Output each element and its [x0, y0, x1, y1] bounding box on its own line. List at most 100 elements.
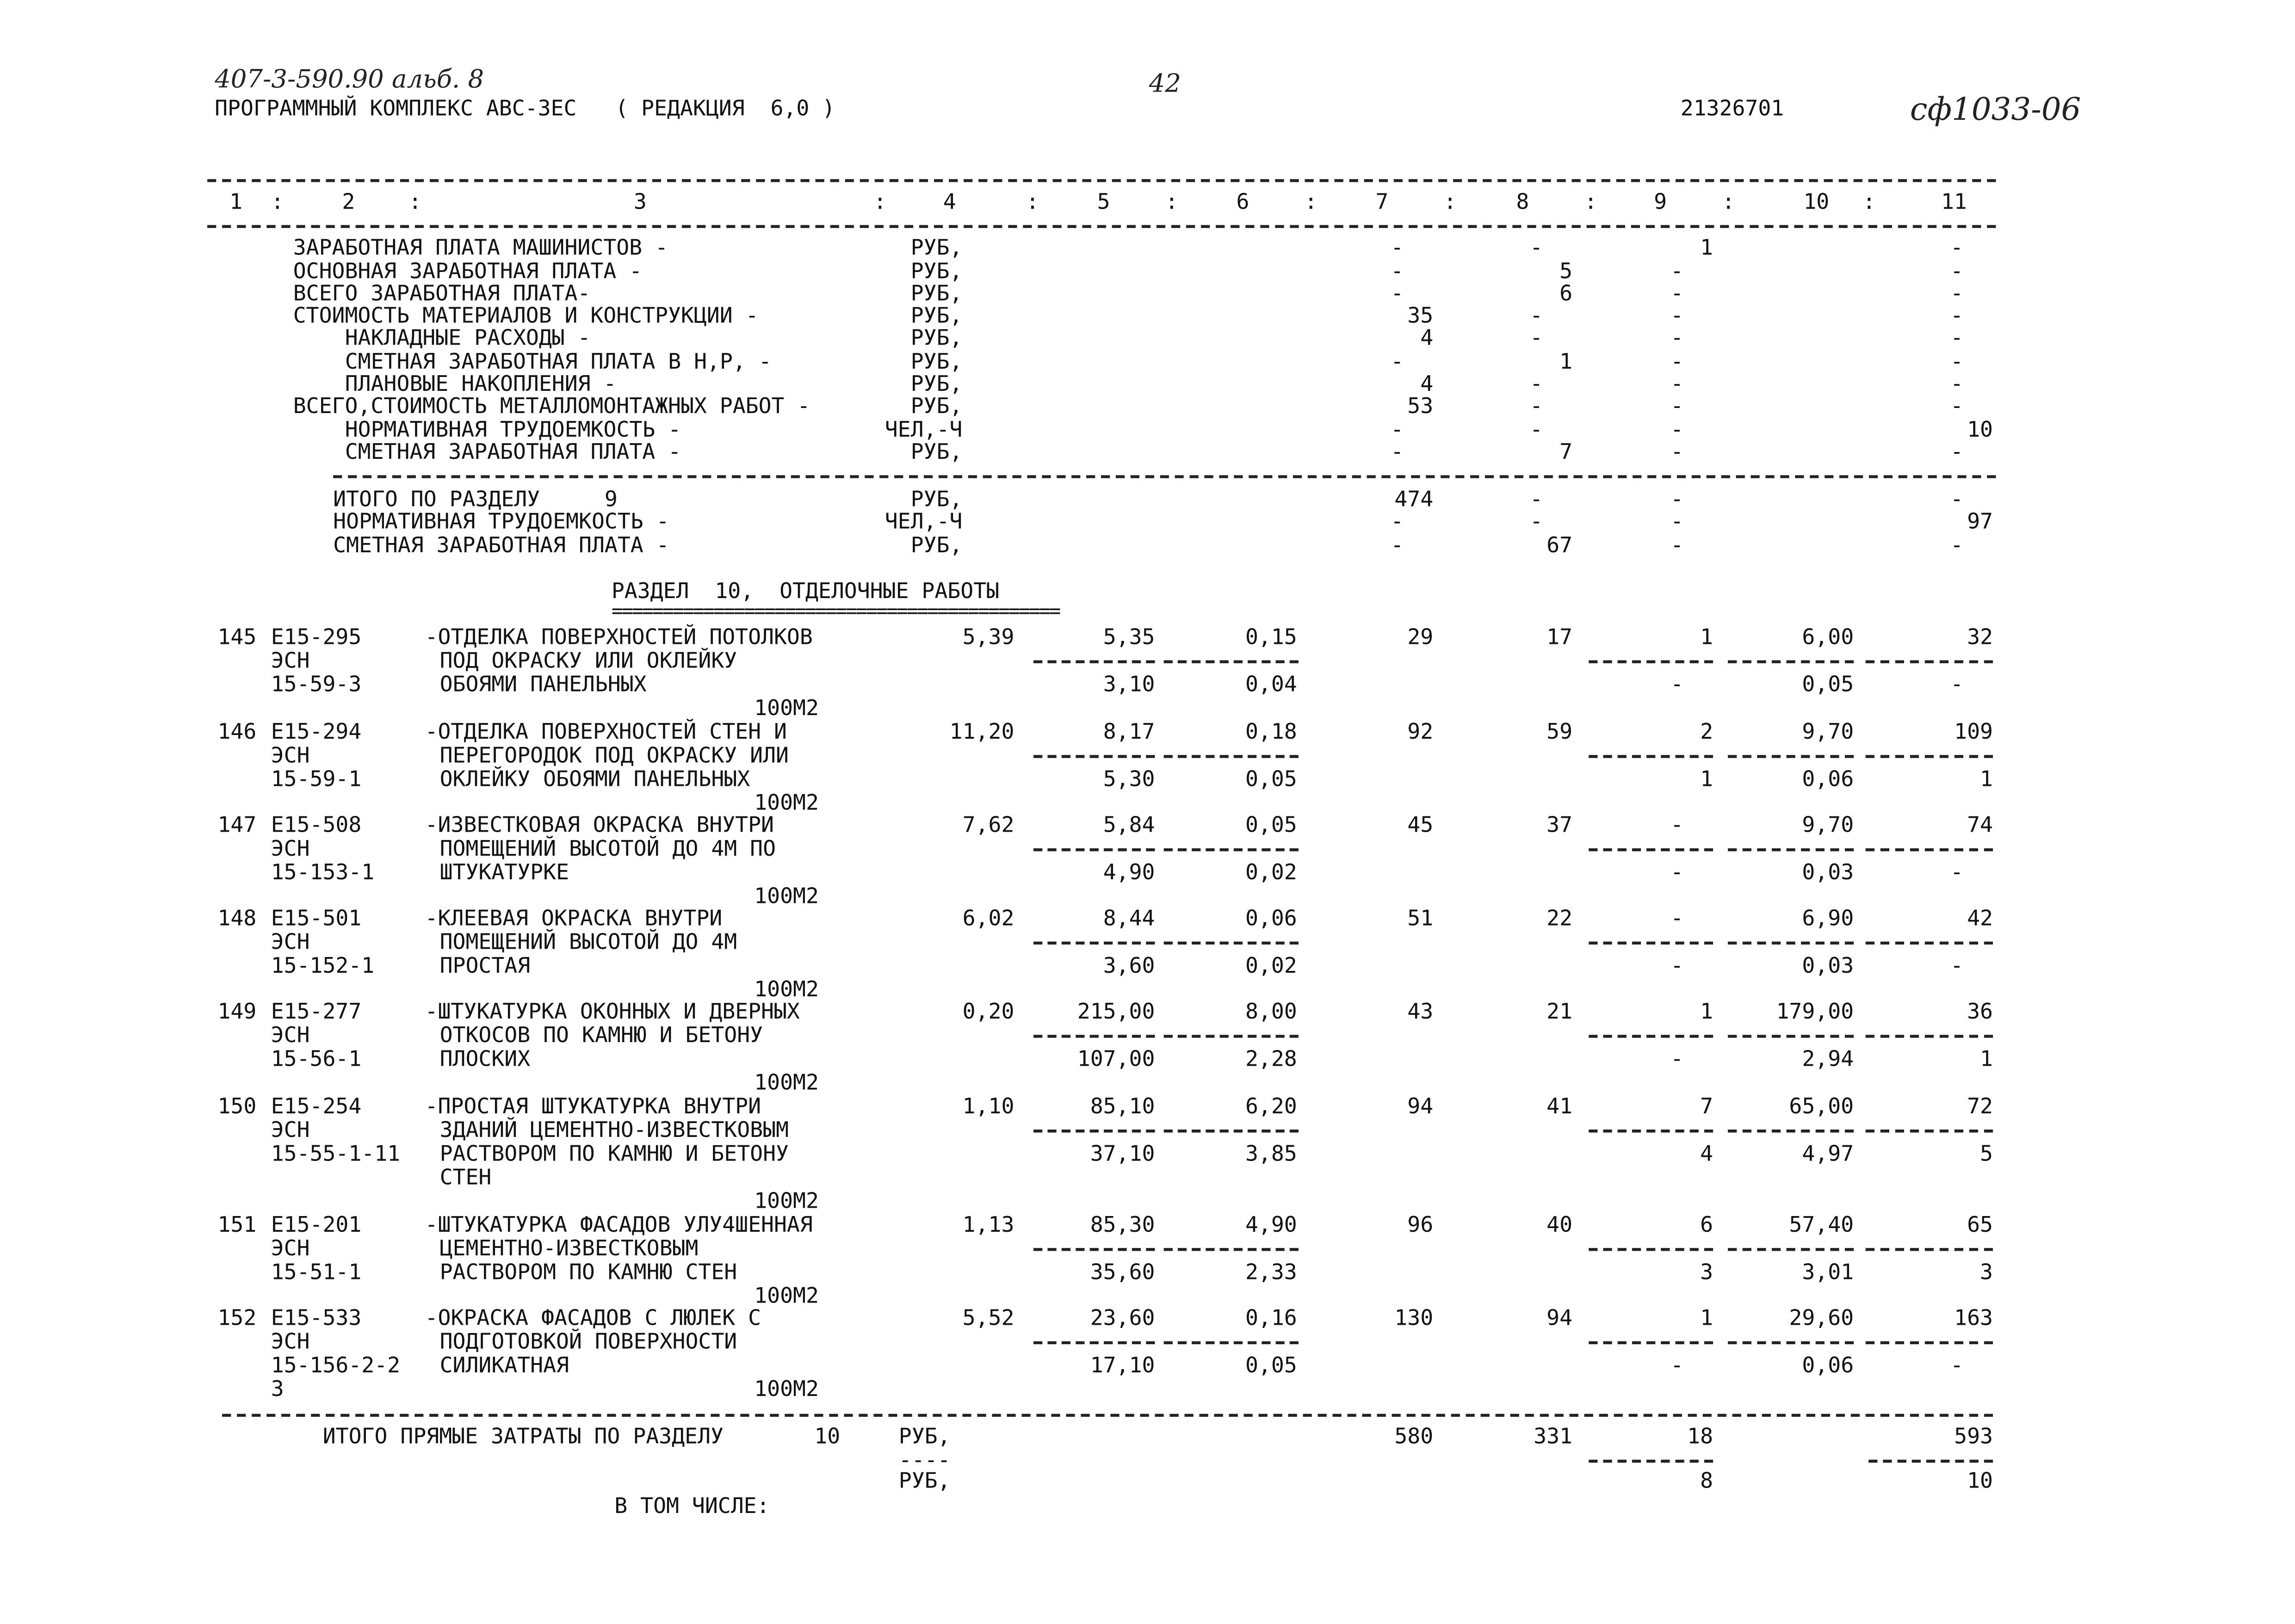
- item-c6-top: 4,90: [1245, 1214, 1297, 1238]
- item-c8: 21: [1546, 1000, 1573, 1025]
- item-description-line: -ОКРАСКА ФАСАДОВ С ЛЮЛЕК С: [425, 1307, 761, 1331]
- item-c11-top: 74: [1967, 814, 1993, 838]
- summary-value-c9: -: [1670, 419, 1684, 443]
- section-total-number: 10: [814, 1426, 841, 1450]
- subtotal-rule: [1728, 1130, 1854, 1133]
- summary-label: ПЛАНОВЫЕ НАКОПЛЕНИЯ -: [345, 373, 617, 397]
- item-unit: 100М2: [754, 1190, 819, 1214]
- item-c5-top: 8,17: [1103, 721, 1155, 745]
- column-number-2: 2: [342, 191, 355, 215]
- item-c9-top: 1: [1700, 626, 1714, 650]
- summary-value-c8: 1: [1559, 351, 1573, 375]
- subtotal-rule: [1163, 848, 1299, 852]
- item-c10-top: 9,70: [1802, 721, 1854, 745]
- item-subcode-continuation: 3: [271, 1378, 284, 1402]
- summary-value-c11: 10: [1967, 419, 1993, 443]
- item-c11-bottom: -: [1950, 673, 1963, 698]
- summary-total-value-c8: 67: [1546, 534, 1573, 558]
- item-subcode: 15-51-1: [271, 1261, 362, 1285]
- subtotal-rule: [1728, 1248, 1854, 1251]
- item-description-line: -ШТУКАТУРКА ОКОННЫХ И ДВЕРНЫХ: [425, 1000, 800, 1025]
- summary-value-c8: 6: [1559, 283, 1573, 307]
- section-total-unit-separator: ----: [898, 1449, 951, 1473]
- item-description-line: ПОМЕЩЕНИЙ ВЫСОТОЙ ДО 4М ПО: [439, 838, 776, 862]
- item-description-line: ОТКОСОВ ПО КАМНЮ И БЕТОНУ: [439, 1024, 763, 1049]
- item-c9-bottom: -: [1670, 673, 1684, 698]
- item-c11-top: 65: [1967, 1214, 1993, 1238]
- subtotal-rule: [1589, 941, 1714, 945]
- item-description-line: ЦЕМЕНТНО-ИЗВЕСТКОВЫМ: [439, 1237, 699, 1261]
- column-separator: :: [1584, 191, 1597, 215]
- subtotal-rule: [1163, 1130, 1299, 1133]
- summary-value-c9: -: [1670, 351, 1684, 375]
- item-norm-base: ЭСН: [271, 1331, 310, 1355]
- item-subcode: 15-59-3: [271, 673, 362, 698]
- summary-total-value-c11: -: [1950, 488, 1963, 513]
- subtotal-rule: [1865, 1248, 1993, 1251]
- subtotal-rule: [1865, 1130, 1993, 1133]
- item-subcode: 15-55-1-11: [271, 1142, 401, 1167]
- summary-value-c7: -: [1391, 441, 1404, 465]
- item-unit: 100М2: [754, 1072, 819, 1096]
- item-number: 152: [217, 1307, 257, 1331]
- section-total-c11-bottom: 10: [1967, 1470, 1993, 1494]
- summary-unit: РУБ,: [910, 395, 963, 419]
- summary-unit: ЧЕЛ,-Ч: [885, 419, 963, 443]
- item-description-line: ОКЛЕЙКУ ОБОЯМИ ПАНЕЛЬНЫХ: [439, 768, 750, 792]
- summary-label: НОРМАТИВНАЯ ТРУДОЕМКОСТЬ -: [345, 419, 681, 443]
- item-subcode: 15-56-1: [271, 1048, 362, 1072]
- subtotal-rule: [1589, 1341, 1714, 1345]
- item-c6-bottom: 0,05: [1245, 1354, 1297, 1378]
- item-c10-bottom: 0,03: [1802, 861, 1854, 885]
- item-description-line: ПЛОСКИХ: [439, 1048, 531, 1072]
- item-c11-top: 163: [1954, 1307, 1993, 1331]
- subtotal-rule: [1865, 1341, 1993, 1345]
- item-c6-bottom: 0,04: [1245, 673, 1297, 698]
- summary-total-value-c11: 97: [1967, 511, 1993, 535]
- summary-value-c7: -: [1391, 260, 1404, 284]
- item-c11-top: 42: [1967, 907, 1993, 932]
- column-number-1: 1: [229, 191, 243, 215]
- item-description-line: ШТУКАТУРКЕ: [439, 861, 569, 885]
- summary-value-c11: -: [1950, 260, 1963, 284]
- summary-total-unit: РУБ,: [910, 488, 963, 513]
- item-subcode: 15-152-1: [271, 955, 375, 979]
- column-separator: :: [873, 191, 887, 215]
- item-c9-top: 2: [1700, 721, 1714, 745]
- item-c7: 45: [1407, 814, 1434, 838]
- summary-value-c11: -: [1950, 327, 1963, 351]
- subtotal-rule: [1868, 1459, 1993, 1463]
- column-number-6: 6: [1236, 191, 1250, 215]
- item-c6-top: 0,16: [1245, 1307, 1297, 1331]
- item-c6-bottom: 0,02: [1245, 955, 1297, 979]
- summary-value-c7: -: [1391, 419, 1404, 443]
- item-code: Е15-201: [271, 1214, 362, 1238]
- summary-value-c8: -: [1530, 419, 1543, 443]
- item-quantity: 5,39: [962, 626, 1015, 650]
- item-c8: 37: [1546, 814, 1573, 838]
- item-c9-top: 6: [1700, 1214, 1714, 1238]
- summary-total-label: НОРМАТИВНАЯ ТРУДОЕМКОСТЬ -: [333, 511, 669, 535]
- item-c10-bottom: 0,03: [1802, 955, 1854, 979]
- column-number-5: 5: [1097, 191, 1110, 215]
- item-quantity: 1,10: [962, 1095, 1015, 1119]
- item-c8: 40: [1546, 1214, 1573, 1238]
- item-c11-bottom: -: [1950, 1354, 1963, 1378]
- subtotal-rule: [1033, 941, 1155, 945]
- item-c6-top: 0,15: [1245, 626, 1297, 650]
- column-number-4: 4: [943, 191, 956, 215]
- item-c5-bottom: 5,30: [1103, 768, 1155, 792]
- item-description-line: ОБОЯМИ ПАНЕЛЬНЫХ: [439, 673, 647, 698]
- item-c9-top: -: [1670, 814, 1684, 838]
- item-c6-top: 0,06: [1245, 907, 1297, 932]
- item-number: 147: [217, 814, 257, 838]
- item-c10-top: 179,00: [1776, 1000, 1854, 1025]
- item-c10-bottom: 0,06: [1802, 1354, 1854, 1378]
- section-total-c9: 18: [1687, 1426, 1714, 1450]
- item-c6-bottom: 3,85: [1245, 1142, 1297, 1167]
- item-c11-bottom: 5: [1980, 1142, 1993, 1167]
- column-header-rule: [207, 225, 1996, 228]
- page-number: 42: [1149, 69, 1181, 99]
- summary-unit: РУБ,: [910, 441, 963, 465]
